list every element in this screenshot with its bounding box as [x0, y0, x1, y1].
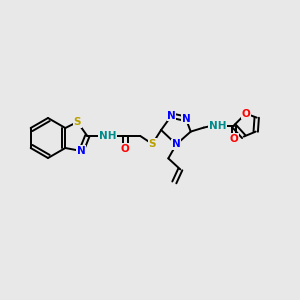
Text: N: N	[182, 114, 190, 124]
Text: N: N	[172, 140, 181, 149]
Text: N: N	[167, 111, 176, 121]
Text: NH: NH	[99, 131, 116, 141]
Text: S: S	[148, 139, 156, 149]
Text: NH: NH	[209, 121, 226, 130]
Text: N: N	[77, 146, 86, 156]
Text: S: S	[74, 117, 81, 127]
Text: O: O	[241, 109, 250, 118]
Text: O: O	[229, 134, 238, 144]
Text: O: O	[121, 144, 130, 154]
